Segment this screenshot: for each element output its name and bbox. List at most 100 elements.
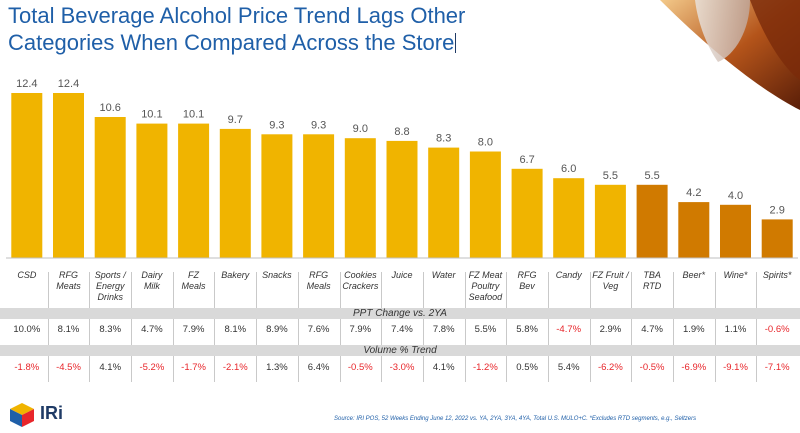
column-separator bbox=[547, 272, 549, 382]
column-separator bbox=[714, 272, 716, 382]
bar-value-label: 8.3 bbox=[436, 133, 451, 145]
bar-value-label: 8.0 bbox=[478, 137, 493, 149]
bar-18 bbox=[761, 219, 793, 258]
bar-value-label: 9.3 bbox=[269, 119, 284, 131]
category-label: Sports / Energy Drinks bbox=[94, 270, 126, 302]
title-line-2: Categories When Compared Across the Stor… bbox=[8, 29, 608, 56]
table-cell: 2.9% bbox=[599, 324, 622, 335]
bar-value-label: 10.1 bbox=[183, 109, 204, 121]
category-label: Snacks bbox=[262, 270, 292, 280]
bar-value-label: 5.5 bbox=[644, 170, 659, 182]
title-line-1: Total Beverage Alcohol Price Trend Lags … bbox=[8, 3, 466, 28]
column-separator bbox=[672, 272, 674, 382]
table-cell: -7.1% bbox=[764, 362, 790, 373]
liquor-glass-image bbox=[640, 0, 800, 120]
table-cell: 1.1% bbox=[724, 324, 747, 335]
table-cell: -2.1% bbox=[222, 362, 248, 373]
table-cell: 10.0% bbox=[13, 324, 41, 335]
column-separator bbox=[631, 272, 633, 382]
category-label: TBA RTD bbox=[642, 270, 662, 291]
bar-6 bbox=[261, 134, 293, 259]
table-cell: -5.2% bbox=[139, 362, 165, 373]
category-label: RFG Meats bbox=[56, 270, 81, 291]
bar-value-label: 8.8 bbox=[394, 126, 409, 138]
table-cell: 8.9% bbox=[266, 324, 288, 335]
column-separator bbox=[256, 272, 258, 382]
bar-value-label: 4.0 bbox=[728, 190, 743, 202]
title-line-2-text: Categories When Compared Across the Stor… bbox=[8, 30, 455, 55]
table-cell: -4.5% bbox=[56, 362, 81, 373]
bar-value-label: 9.7 bbox=[228, 114, 243, 126]
bar-chart: 12.4 12.4 10.6 10.1 10.1 9.7 9.3 9.3 9.0 8.8 8.3 8.… bbox=[6, 78, 798, 259]
category-label: FZ Meals bbox=[181, 270, 206, 291]
table-cell: 5.4% bbox=[557, 362, 580, 373]
source-footnote: Source: IRI POS, 52 Weeks Ending June 12… bbox=[334, 416, 697, 422]
bar-value-label: 9.0 bbox=[353, 123, 368, 135]
bar-value-label: 9.3 bbox=[311, 119, 326, 131]
category-label: Candy bbox=[555, 270, 582, 280]
table-cell: 4.7% bbox=[641, 324, 663, 335]
category-label: FZ Meat Poultry Seafood bbox=[468, 270, 503, 302]
column-separator bbox=[506, 272, 508, 382]
table-cell: 5.8% bbox=[516, 324, 538, 335]
table-cell: 7.9% bbox=[182, 324, 205, 335]
bar-value-label: 6.7 bbox=[519, 154, 534, 166]
table-cell: 7.8% bbox=[432, 324, 455, 335]
table-cell: 8.1% bbox=[224, 324, 247, 335]
table-cell: 7.6% bbox=[307, 324, 330, 335]
bar-3 bbox=[136, 123, 168, 258]
table-cell: 1.9% bbox=[682, 324, 705, 335]
table-cell: 1.3% bbox=[266, 362, 288, 373]
bar-value-label: 12.4 bbox=[58, 78, 79, 90]
brand-logo-text: IRi bbox=[40, 403, 64, 423]
bar-7 bbox=[303, 134, 335, 259]
bar-11 bbox=[469, 151, 501, 258]
bar-8 bbox=[344, 138, 376, 258]
category-label: RFG Bev bbox=[517, 270, 537, 291]
bar-2 bbox=[94, 117, 126, 258]
table-cell: 8.3% bbox=[99, 324, 122, 335]
table-cell: -6.2% bbox=[597, 362, 623, 373]
table-cell: -6.9% bbox=[681, 362, 707, 373]
bar-15 bbox=[636, 184, 668, 258]
bar-16 bbox=[678, 202, 710, 258]
table-cell: 7.4% bbox=[391, 324, 413, 335]
table-cell: -1.2% bbox=[472, 362, 498, 373]
bar-5 bbox=[219, 128, 251, 258]
category-label: Dairy Milk bbox=[141, 270, 163, 291]
bar-value-label: 2.9 bbox=[770, 204, 785, 216]
bar-14 bbox=[594, 184, 626, 258]
category-label: Cookies Crackers bbox=[342, 270, 379, 291]
bar-value-label: 10.6 bbox=[99, 102, 120, 114]
bar-10 bbox=[428, 147, 460, 258]
bar-1 bbox=[53, 93, 84, 258]
category-label: Wine* bbox=[723, 270, 748, 280]
table-cell: 6.4% bbox=[307, 362, 330, 373]
category-label: FZ Fruit / Veg bbox=[592, 270, 629, 291]
ppt-header: PPT Change vs. 2YA bbox=[0, 308, 800, 319]
column-separator bbox=[297, 272, 299, 382]
table-cell: 4.1% bbox=[99, 362, 122, 373]
column-separator bbox=[47, 272, 49, 382]
category-label: CSD bbox=[17, 270, 37, 280]
bar-value-label: 4.2 bbox=[686, 187, 701, 199]
bar-value-label: 6.0 bbox=[561, 163, 576, 175]
table-cell: -0.5% bbox=[347, 362, 373, 373]
bar-value-label: 5.5 bbox=[603, 170, 618, 182]
table-cell: -9.1% bbox=[723, 362, 748, 373]
table-cell: -1.8% bbox=[14, 362, 40, 373]
bar-9 bbox=[386, 140, 418, 258]
column-separator bbox=[756, 272, 758, 382]
table-cell: 8.1% bbox=[57, 324, 80, 335]
column-separator bbox=[464, 272, 466, 382]
bar-13 bbox=[553, 178, 585, 258]
table-cell: -0.6% bbox=[764, 324, 790, 335]
column-separator bbox=[89, 272, 91, 382]
column-separator bbox=[214, 272, 216, 382]
column-separator bbox=[339, 272, 341, 382]
column-separator bbox=[589, 272, 591, 382]
table-cell: -3.0% bbox=[389, 362, 415, 373]
bar-value-label: 12.4 bbox=[16, 78, 37, 90]
bar-0 bbox=[11, 93, 43, 258]
text-cursor bbox=[455, 33, 457, 53]
